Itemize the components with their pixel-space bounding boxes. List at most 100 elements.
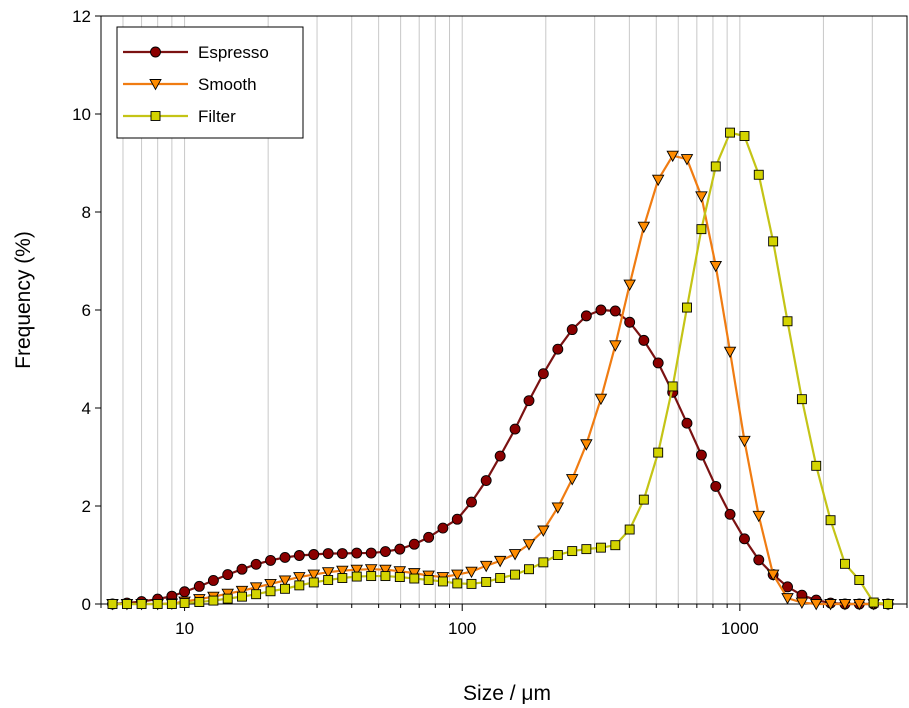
data-point-espresso: [237, 564, 247, 574]
data-point-espresso: [466, 497, 476, 507]
data-point-espresso: [366, 548, 376, 558]
data-point-filter: [553, 551, 562, 560]
data-point-filter: [167, 600, 176, 609]
data-point-filter: [281, 584, 290, 593]
data-point-espresso: [596, 305, 606, 315]
data-point-filter: [367, 572, 376, 581]
data-point-filter: [711, 162, 720, 171]
data-point-filter: [482, 577, 491, 586]
data-point-filter: [122, 600, 131, 609]
data-point-filter: [352, 572, 361, 581]
data-point-espresso: [452, 514, 462, 524]
data-point-filter: [596, 543, 605, 552]
data-point-filter: [410, 574, 419, 583]
data-point-espresso: [352, 548, 362, 558]
data-point-filter: [195, 598, 204, 607]
data-point-filter: [223, 594, 232, 603]
data-point-espresso: [725, 509, 735, 519]
data-point-filter: [783, 317, 792, 326]
legend-marker-espresso: [151, 47, 161, 57]
data-point-espresso: [251, 559, 261, 569]
data-point-filter: [153, 600, 162, 609]
data-point-espresso: [696, 450, 706, 460]
data-point-filter: [797, 395, 806, 404]
data-point-filter: [338, 574, 347, 583]
data-point-filter: [209, 596, 218, 605]
legend: EspressoSmoothFilter: [117, 27, 303, 138]
data-point-espresso: [180, 587, 190, 597]
data-point-filter: [395, 573, 404, 582]
data-point-espresso: [567, 325, 577, 335]
data-point-filter: [625, 525, 634, 534]
data-point-filter: [855, 575, 864, 584]
data-point-espresso: [223, 570, 233, 580]
data-point-filter: [769, 237, 778, 246]
data-point-espresso: [266, 555, 276, 565]
y-axis-title: Frequency (%): [12, 231, 35, 369]
data-point-espresso: [754, 555, 764, 565]
data-point-filter: [812, 461, 821, 470]
data-point-espresso: [395, 544, 405, 554]
data-point-filter: [309, 578, 318, 587]
data-point-filter: [668, 382, 677, 391]
y-tick-label: 0: [82, 595, 91, 614]
legend-label-espresso: Espresso: [198, 43, 269, 62]
x-tick-label: 1000: [721, 619, 759, 638]
data-point-espresso: [438, 523, 448, 533]
data-point-filter: [511, 570, 520, 579]
data-point-filter: [754, 170, 763, 179]
x-axis-title: Size / μm: [463, 682, 551, 705]
data-point-filter: [639, 495, 648, 504]
data-point-filter: [826, 516, 835, 525]
y-tick-label: 4: [82, 399, 91, 418]
data-point-espresso: [553, 344, 563, 354]
data-point-espresso: [739, 534, 749, 544]
x-tick-label: 10: [175, 619, 194, 638]
data-point-espresso: [309, 550, 319, 560]
data-point-espresso: [337, 549, 347, 559]
data-point-espresso: [581, 311, 591, 321]
data-point-espresso: [625, 317, 635, 327]
data-point-filter: [840, 559, 849, 568]
x-tick-label: 100: [448, 619, 476, 638]
data-point-espresso: [538, 369, 548, 379]
data-point-espresso: [639, 335, 649, 345]
data-point-espresso: [682, 418, 692, 428]
data-point-espresso: [208, 575, 218, 585]
legend-label-smooth: Smooth: [198, 75, 257, 94]
data-point-espresso: [294, 550, 304, 560]
data-point-filter: [740, 132, 749, 141]
data-point-filter: [237, 592, 246, 601]
data-point-filter: [424, 575, 433, 584]
y-tick-label: 6: [82, 301, 91, 320]
data-point-filter: [324, 575, 333, 584]
data-point-espresso: [510, 424, 520, 434]
data-point-filter: [252, 590, 261, 599]
data-point-filter: [295, 581, 304, 590]
data-point-espresso: [653, 358, 663, 368]
data-point-espresso: [481, 476, 491, 486]
data-point-espresso: [711, 481, 721, 491]
data-point-espresso: [323, 549, 333, 559]
data-point-filter: [496, 574, 505, 583]
data-point-espresso: [495, 451, 505, 461]
data-point-filter: [568, 547, 577, 556]
data-point-espresso: [610, 306, 620, 316]
data-point-espresso: [380, 547, 390, 557]
data-point-filter: [524, 565, 533, 574]
data-point-filter: [453, 579, 462, 588]
data-point-filter: [438, 577, 447, 586]
y-tick-label: 10: [72, 105, 91, 124]
data-point-espresso: [524, 396, 534, 406]
data-point-filter: [654, 448, 663, 457]
data-point-filter: [180, 599, 189, 608]
data-point-filter: [869, 598, 878, 607]
data-point-filter: [582, 545, 591, 554]
data-point-filter: [467, 579, 476, 588]
data-point-filter: [137, 600, 146, 609]
data-point-filter: [726, 128, 735, 137]
legend-marker-filter: [151, 112, 160, 121]
y-tick-label: 8: [82, 203, 91, 222]
data-point-espresso: [280, 552, 290, 562]
